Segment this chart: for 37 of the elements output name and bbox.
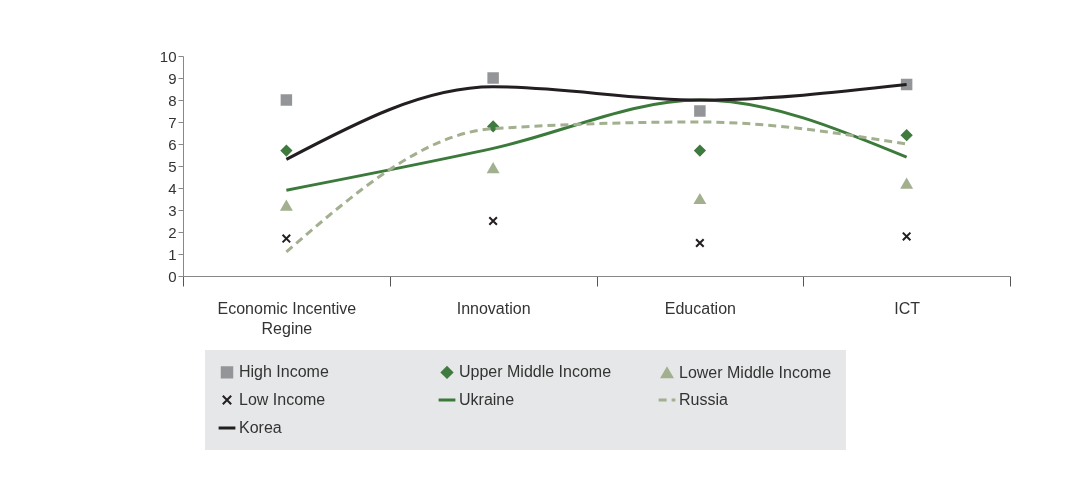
x-tick-label: Economic Incentive Regine <box>217 299 357 337</box>
y-tick-label: 1 <box>168 245 177 263</box>
point <box>281 233 292 244</box>
point <box>487 163 499 174</box>
point <box>694 144 706 157</box>
x-tick-label: Innovation <box>456 299 531 317</box>
point <box>695 238 705 248</box>
point <box>488 216 498 226</box>
y-tick-label: 2 <box>168 223 177 241</box>
y-tick-label: 5 <box>168 157 177 175</box>
line-series <box>284 98 909 192</box>
y-tick-label: 6 <box>168 135 177 153</box>
y-tick-label: 9 <box>168 69 177 87</box>
legend-label: Russia <box>679 391 729 408</box>
y-tick-label: 0 <box>168 267 177 285</box>
y-tick-label: 8 <box>168 91 177 109</box>
y-tick-label: 3 <box>168 201 177 219</box>
legend-label: Korea <box>239 419 282 436</box>
x-tick-label: Education <box>664 299 736 317</box>
legend-label: Upper Middle Income <box>459 363 612 381</box>
y-tick-label: 4 <box>168 179 177 197</box>
point <box>280 94 293 106</box>
point <box>280 200 293 211</box>
point <box>280 144 293 157</box>
point <box>694 105 706 117</box>
legend-label: Low Income <box>239 391 326 408</box>
y-tick-label: 10 <box>159 47 177 65</box>
legend-label: Ukraine <box>459 391 515 408</box>
point <box>487 72 499 84</box>
point <box>901 231 912 242</box>
x-tick-label: ICT <box>894 299 921 317</box>
point <box>900 178 913 189</box>
legend-label: Lower Middle Income <box>679 363 832 381</box>
y-tick-label: 7 <box>168 113 177 131</box>
point <box>900 129 913 141</box>
point <box>694 193 706 205</box>
legend-label: High Income <box>239 363 329 381</box>
